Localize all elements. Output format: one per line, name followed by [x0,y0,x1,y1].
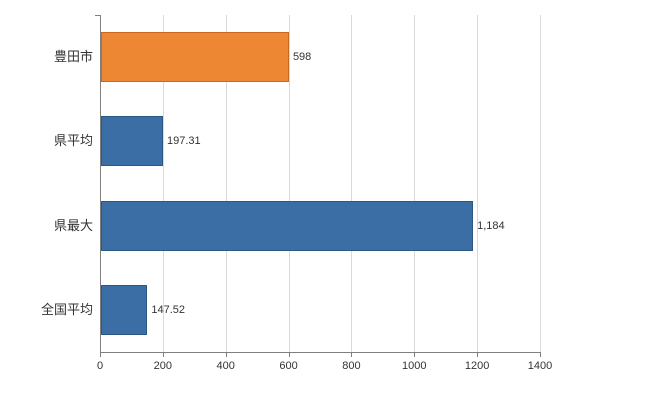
bar-豊田市 [101,32,289,83]
x-tick-label: 1200 [464,360,490,372]
category-label: 全国平均 [40,301,93,317]
category-label: 豊田市 [53,49,93,65]
x-axis-tick [351,352,353,357]
x-tick-label: 600 [279,360,298,372]
x-axis [100,352,540,353]
gridline [288,15,290,352]
category-label: 県平均 [53,133,93,149]
x-axis-tick [414,352,416,357]
x-tick-label: 0 [96,360,104,372]
bar-value-label: 147.52 [151,303,186,316]
y-axis-top-tick [95,15,100,16]
category-label: 県最大 [53,217,93,233]
x-axis-tick [540,352,541,357]
gridline [477,15,479,352]
bar-value-label: 598 [292,51,312,64]
gridline [414,15,416,352]
gridline [162,15,164,352]
y-axis [100,15,101,352]
bar-県最大 [101,200,474,251]
x-axis-tick [162,352,164,357]
x-tick-label: 800 [342,360,361,372]
bar-value-label: 197.31 [167,135,201,148]
gridline [540,15,541,352]
gridline [351,15,353,352]
x-axis-tick [100,352,101,357]
x-axis-tick [477,352,479,357]
x-tick-label: 1400 [527,360,553,372]
x-axis-tick [288,352,290,357]
bar-県平均 [101,116,163,167]
x-tick-label: 1000 [402,360,427,372]
bar-value-label: 1,184 [477,219,505,232]
gridline [225,15,227,352]
bar-全国平均 [101,284,148,335]
x-tick-label: 400 [216,360,235,372]
x-axis-tick [225,352,227,357]
x-tick-label: 200 [153,360,173,372]
